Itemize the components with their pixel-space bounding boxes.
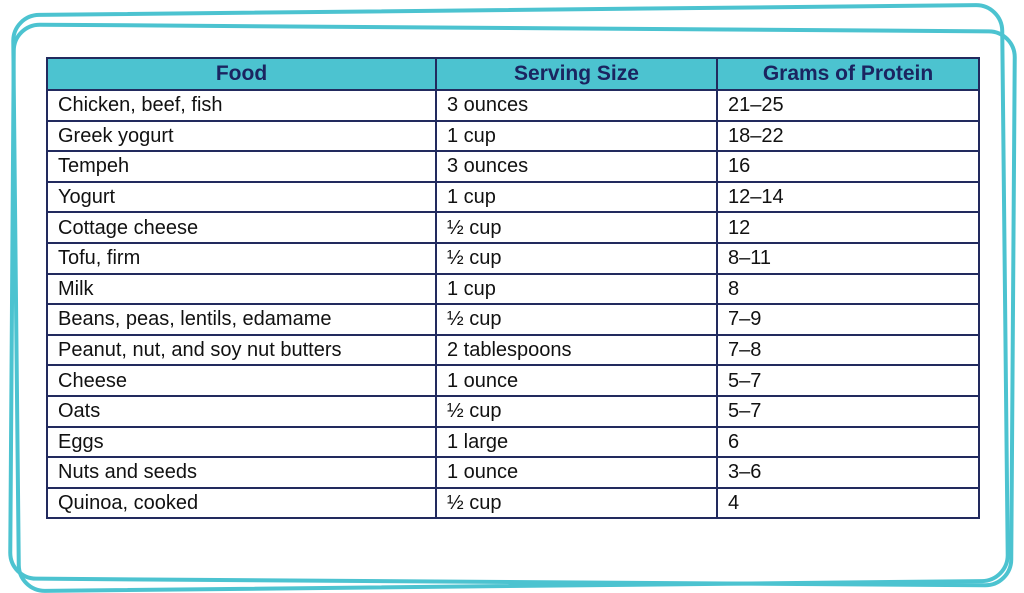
protein-grams-cell: 16: [716, 150, 980, 183]
food-cell: Yogurt: [46, 180, 437, 214]
table-row: Tempeh 3 ounces 16: [46, 150, 980, 183]
serving-size-cell: ½ cup: [435, 241, 718, 275]
protein-grams-cell: 18–22: [716, 119, 980, 153]
header-food: Food: [46, 57, 437, 91]
table-row: Yogurt 1 cup 12–14: [46, 180, 980, 214]
food-cell: Beans, peas, lentils, edamame: [46, 303, 437, 336]
table-row: Beans, peas, lentils, edamame ½ cup 7–9: [46, 303, 980, 336]
protein-grams-cell: 5–7: [716, 394, 980, 428]
serving-size-cell: 1 cup: [435, 180, 718, 214]
table-row: Greek yogurt 1 cup 18–22: [46, 119, 980, 153]
protein-table-container: Food Serving Size Grams of Protein Chick…: [46, 57, 980, 520]
header-serving-size: Serving Size: [435, 57, 718, 91]
food-cell: Cottage cheese: [46, 211, 437, 244]
serving-size-cell: 2 tablespoons: [435, 333, 718, 367]
food-cell: Cheese: [46, 364, 437, 397]
serving-size-cell: 1 ounce: [435, 364, 718, 397]
food-cell: Tofu, firm: [46, 241, 437, 275]
protein-grams-cell: 21–25: [716, 89, 980, 122]
protein-grams-cell: 12–14: [716, 180, 980, 214]
table-body: Chicken, beef, fish 3 ounces 21–25 Greek yo…: [46, 89, 980, 520]
protein-grams-cell: 4: [716, 486, 980, 520]
table-header-row: Food Serving Size Grams of Protein: [46, 57, 980, 91]
serving-size-cell: ½ cup: [435, 303, 718, 336]
food-cell: Eggs: [46, 425, 437, 459]
food-cell: Greek yogurt: [46, 119, 437, 153]
protein-grams-cell: 7–9: [716, 303, 980, 336]
serving-size-cell: 1 large: [435, 425, 718, 459]
protein-grams-cell: 8–11: [716, 241, 980, 275]
food-cell: Oats: [46, 394, 437, 428]
table-row: Tofu, firm ½ cup 8–11: [46, 241, 980, 275]
header-grams-of-protein: Grams of Protein: [716, 57, 980, 91]
protein-grams-cell: 12: [716, 211, 980, 244]
protein-table: Food Serving Size Grams of Protein Chick…: [46, 57, 980, 520]
protein-grams-cell: 8: [716, 272, 980, 306]
serving-size-cell: 1 cup: [435, 272, 718, 306]
serving-size-cell: ½ cup: [435, 486, 718, 520]
serving-size-cell: 1 ounce: [435, 456, 718, 489]
food-cell: Nuts and seeds: [46, 456, 437, 489]
serving-size-cell: ½ cup: [435, 394, 718, 428]
table-row: Quinoa, cooked ½ cup 4: [46, 486, 980, 520]
table-row: Nuts and seeds 1 ounce 3–6: [46, 456, 980, 489]
food-cell: Quinoa, cooked: [46, 486, 437, 520]
serving-size-cell: ½ cup: [435, 211, 718, 244]
table-row: Milk 1 cup 8: [46, 272, 980, 306]
table-row: Chicken, beef, fish 3 ounces 21–25: [46, 89, 980, 122]
food-cell: Milk: [46, 272, 437, 306]
table-row: Cheese 1 ounce 5–7: [46, 364, 980, 397]
food-cell: Peanut, nut, and soy nut butters: [46, 333, 437, 367]
serving-size-cell: 1 cup: [435, 119, 718, 153]
table-row: Cottage cheese ½ cup 12: [46, 211, 980, 244]
serving-size-cell: 3 ounces: [435, 89, 718, 122]
table-row: Oats ½ cup 5–7: [46, 394, 980, 428]
table-row: Eggs 1 large 6: [46, 425, 980, 459]
food-cell: Tempeh: [46, 150, 437, 183]
serving-size-cell: 3 ounces: [435, 150, 718, 183]
food-cell: Chicken, beef, fish: [46, 89, 437, 122]
protein-grams-cell: 6: [716, 425, 980, 459]
protein-grams-cell: 7–8: [716, 333, 980, 367]
table-row: Peanut, nut, and soy nut butters 2 tables…: [46, 333, 980, 367]
protein-grams-cell: 3–6: [716, 456, 980, 489]
protein-grams-cell: 5–7: [716, 364, 980, 397]
